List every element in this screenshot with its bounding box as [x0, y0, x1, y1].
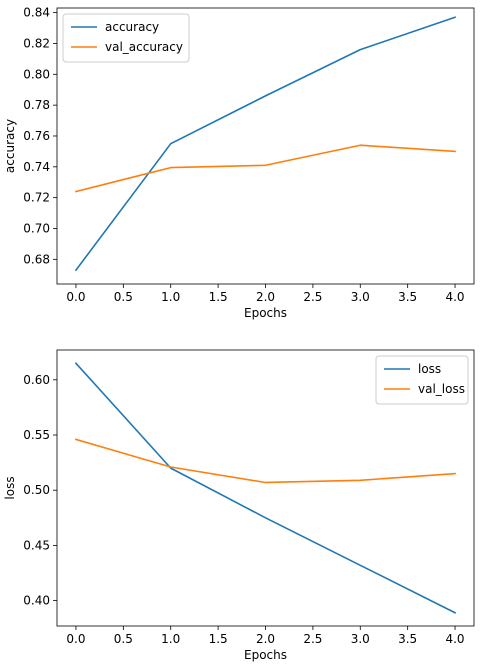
- x-tick-label: 1.0: [161, 290, 180, 304]
- series-line-loss: [74, 362, 457, 614]
- x-tick-label: 1.0: [161, 632, 180, 646]
- y-axis-label: loss: [3, 476, 17, 499]
- y-tick: 0.55: [23, 428, 57, 442]
- x-tick: 3.5: [398, 284, 417, 304]
- loss-chart: 0.0 0.5 1.0 1.5 2.0 2.5 3.0 3.5 4.0 0.40 0.45 0.50 0…: [3, 349, 475, 662]
- series-line-accuracy: [74, 16, 457, 272]
- x-tick: 3.0: [351, 626, 370, 646]
- y-tick-label: 0.78: [23, 98, 50, 112]
- y-tick: 0.40: [23, 594, 57, 608]
- x-tick: 1.0: [161, 626, 180, 646]
- x-tick-label: 0.0: [66, 290, 85, 304]
- x-tick-label: 2.5: [303, 632, 322, 646]
- y-tick-label: 0.72: [23, 191, 50, 205]
- y-tick: 0.78: [23, 98, 57, 112]
- x-tick: 2.0: [256, 284, 275, 304]
- y-tick: 0.80: [23, 67, 57, 81]
- legend-entry: val_accuracy: [105, 40, 183, 54]
- x-tick-label: 1.5: [209, 632, 228, 646]
- y-tick: 0.50: [23, 483, 57, 497]
- y-tick-label: 0.82: [23, 36, 50, 50]
- y-tick-label: 0.76: [23, 129, 50, 143]
- x-tick: 2.5: [303, 626, 322, 646]
- legend: loss val_loss: [375, 355, 469, 405]
- legend: accuracy val_accuracy: [62, 13, 190, 63]
- x-tick: 1.0: [161, 284, 180, 304]
- y-tick: 0.76: [23, 129, 57, 143]
- legend-frame: [62, 13, 190, 63]
- y-tick-label: 0.55: [23, 428, 50, 442]
- x-tick-label: 2.5: [303, 290, 322, 304]
- x-tick-label: 3.5: [398, 290, 417, 304]
- y-tick: 0.70: [23, 221, 57, 235]
- x-tick-label: 3.5: [398, 632, 417, 646]
- y-tick: 0.60: [23, 373, 57, 387]
- x-tick-label: 0.0: [66, 632, 85, 646]
- y-tick-label: 0.80: [23, 67, 50, 81]
- x-tick-label: 2.0: [256, 632, 275, 646]
- x-tick-label: 1.5: [209, 290, 228, 304]
- x-tick-label: 0.5: [114, 290, 133, 304]
- x-axis-label: Epochs: [244, 648, 287, 662]
- x-tick: 0.0: [66, 626, 86, 646]
- x-tick: 2.0: [256, 626, 275, 646]
- x-tick: 4.0: [445, 284, 465, 304]
- y-tick-label: 0.40: [23, 594, 50, 608]
- x-axis-label: Epochs: [244, 306, 287, 320]
- x-tick-label: 4.0: [445, 632, 464, 646]
- x-tick-label: 0.5: [114, 632, 133, 646]
- x-tick: 3.0: [351, 284, 370, 304]
- y-tick: 0.68: [23, 252, 57, 266]
- x-tick-label: 3.0: [351, 632, 370, 646]
- legend-entry: accuracy: [105, 20, 159, 34]
- y-tick-label: 0.68: [23, 252, 50, 266]
- y-tick-label: 0.70: [23, 221, 50, 235]
- y-axis-label: accuracy: [3, 119, 17, 173]
- x-tick-label: 3.0: [351, 290, 370, 304]
- x-tick: 0.5: [114, 284, 133, 304]
- y-tick: 0.74: [23, 160, 57, 174]
- x-tick-label: 4.0: [445, 290, 464, 304]
- y-tick-label: 0.74: [23, 160, 50, 174]
- x-tick: 0.5: [114, 626, 133, 646]
- x-tick: 3.5: [398, 626, 417, 646]
- y-tick-label: 0.50: [23, 483, 50, 497]
- legend-frame: [375, 355, 469, 405]
- x-tick: 1.5: [209, 626, 228, 646]
- y-tick: 0.45: [23, 538, 57, 552]
- y-tick: 0.82: [23, 36, 57, 50]
- x-tick: 0.0: [66, 284, 86, 304]
- y-tick: 0.72: [23, 191, 57, 205]
- series-line-val-accuracy: [74, 144, 456, 193]
- legend-entry: loss: [418, 362, 441, 376]
- legend-entry: val_loss: [418, 382, 465, 396]
- accuracy-chart: 0.0 0.5 1.0 1.5 2.0 2.5 3.0 3.5 4.0 0.68 0.70 0.72 0…: [3, 6, 475, 320]
- x-tick-label: 2.0: [256, 290, 275, 304]
- x-tick: 2.5: [303, 284, 322, 304]
- y-tick-label: 0.84: [23, 6, 50, 20]
- y-tick-label: 0.45: [23, 538, 50, 552]
- y-tick: 0.84: [23, 6, 57, 20]
- x-tick: 1.5: [209, 284, 228, 304]
- y-tick-label: 0.60: [23, 373, 50, 387]
- series-line-val-loss: [74, 438, 456, 484]
- x-tick: 4.0: [445, 626, 465, 646]
